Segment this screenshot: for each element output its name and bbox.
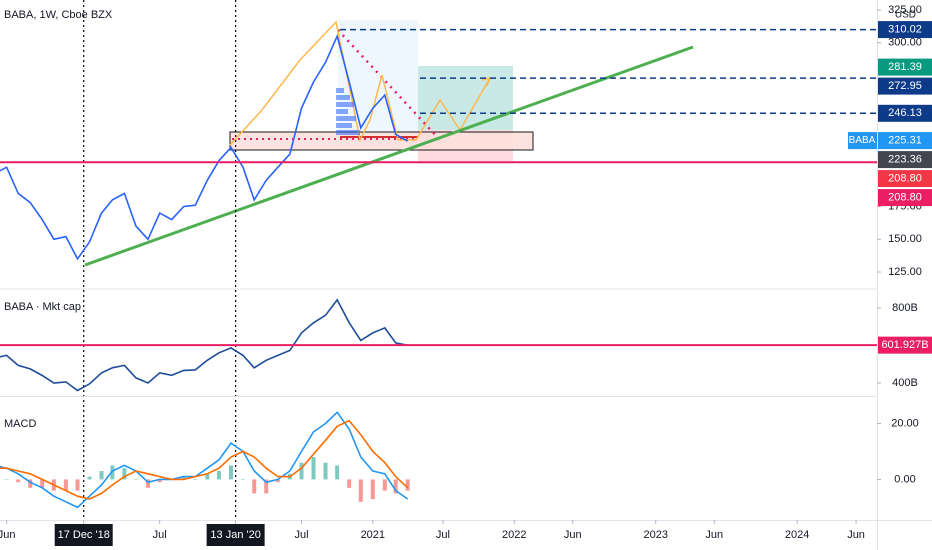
histogram-bar xyxy=(335,465,340,480)
price-badge xyxy=(878,189,932,207)
zigzag xyxy=(229,20,491,146)
trend-line xyxy=(84,45,694,267)
y-tick-label: 800B xyxy=(892,302,918,314)
price-badge-label: 225.31 xyxy=(888,134,922,146)
x-tick-label: 2021 xyxy=(361,529,385,541)
histogram-bar xyxy=(28,479,33,488)
price-badge-label: 208.80 xyxy=(888,191,922,203)
x-tick-label: Jul xyxy=(436,529,450,541)
histogram-bar xyxy=(16,479,21,483)
price-badge-label: 208.80 xyxy=(888,172,922,184)
range-box xyxy=(229,131,534,151)
price-badge xyxy=(878,336,932,354)
symbol-badge-label: BABA xyxy=(849,135,876,146)
price-badge-label: 246.13 xyxy=(888,107,922,119)
histogram-bar xyxy=(299,462,304,480)
price-badge xyxy=(878,58,932,76)
axes: Jun 17 Dec '18 Jul 13 Jan '20 Jul 2021 Jul 2022… xyxy=(0,4,932,546)
price-badge xyxy=(878,21,932,39)
histogram-bar xyxy=(370,479,375,500)
histogram-bar xyxy=(146,479,151,488)
y-tick-label: 325.00 xyxy=(888,4,922,16)
x-tick-label: 13 Jan '20 xyxy=(210,529,260,541)
histogram-bar xyxy=(4,479,9,480)
price-badge-label: 601.927B xyxy=(881,339,928,351)
histogram-bar xyxy=(382,479,387,491)
histogram-bar xyxy=(347,479,352,488)
histogram-bar xyxy=(358,479,363,502)
series-line xyxy=(0,419,409,500)
drawings xyxy=(84,20,694,267)
histogram-bar xyxy=(275,479,280,483)
histogram-bar xyxy=(205,473,210,480)
histogram-bar xyxy=(75,479,80,491)
volume-profile xyxy=(336,88,360,135)
currency: USD xyxy=(895,10,916,21)
pane-title: BABA, 1W, Cboe BZX xyxy=(4,9,113,21)
histogram-bar xyxy=(323,462,328,480)
histogram-bar xyxy=(252,479,257,494)
x-tick-label: Jul xyxy=(294,529,308,541)
series-line xyxy=(0,298,408,392)
histogram-bar xyxy=(110,465,115,480)
price-badge xyxy=(878,104,932,122)
price-badge xyxy=(878,170,932,188)
projection-box xyxy=(338,20,418,150)
price-badge xyxy=(878,132,932,150)
histogram-bar xyxy=(87,476,92,480)
y-tick-label: 125.00 xyxy=(888,266,922,278)
x-tick-highlight xyxy=(206,524,265,546)
x-tick-label: Jul xyxy=(153,529,167,541)
x-tick-label: 17 Dec '18 xyxy=(58,529,110,541)
x-tick-label: 2023 xyxy=(643,529,667,541)
histogram-bar xyxy=(40,479,45,488)
price-badge xyxy=(878,151,932,169)
symbol-badge xyxy=(848,132,877,150)
histogram-bar xyxy=(63,479,68,491)
pane-title: BABA · Mkt cap xyxy=(4,301,81,313)
y-tick-label: 150.00 xyxy=(888,233,922,245)
y-tick-label: 0.00 xyxy=(894,473,915,485)
histogram-bar xyxy=(393,479,398,494)
price-badge-label: 223.36 xyxy=(888,153,922,165)
histogram-bar xyxy=(99,471,104,480)
series-line xyxy=(0,411,409,509)
x-tick-highlight xyxy=(54,524,113,546)
x-tick-label: Jun xyxy=(847,529,865,541)
y-tick-label: 20.00 xyxy=(891,417,919,429)
price-badge-label: 281.39 xyxy=(888,61,922,73)
y-tick-label: 300.00 xyxy=(888,37,922,49)
histogram-bar xyxy=(405,479,410,491)
histogram-bar xyxy=(181,476,186,480)
histogram-bar xyxy=(216,471,221,480)
x-tick-label: 2024 xyxy=(785,529,809,541)
x-tick-label: Jun xyxy=(0,529,15,541)
histogram-bar xyxy=(311,457,316,480)
histogram-bar xyxy=(193,479,198,480)
histogram-bar xyxy=(264,479,269,494)
histogram-bar xyxy=(228,465,233,480)
y-tick-label: 400B xyxy=(892,377,918,389)
price-badge-label: 272.95 xyxy=(888,80,922,92)
price-badge-label: 310.02 xyxy=(888,23,922,35)
histogram-bar xyxy=(122,468,127,480)
histogram-bar xyxy=(157,479,162,483)
price-badge xyxy=(878,77,932,95)
series-line xyxy=(0,33,409,261)
x-tick-label: 2022 xyxy=(502,529,526,541)
pane-title: MACD xyxy=(4,418,36,430)
histogram-bar xyxy=(134,479,139,480)
plot xyxy=(0,0,877,520)
x-tick-label: Jun xyxy=(564,529,582,541)
histogram-bar xyxy=(240,479,245,480)
x-tick-label: Jun xyxy=(705,529,723,541)
